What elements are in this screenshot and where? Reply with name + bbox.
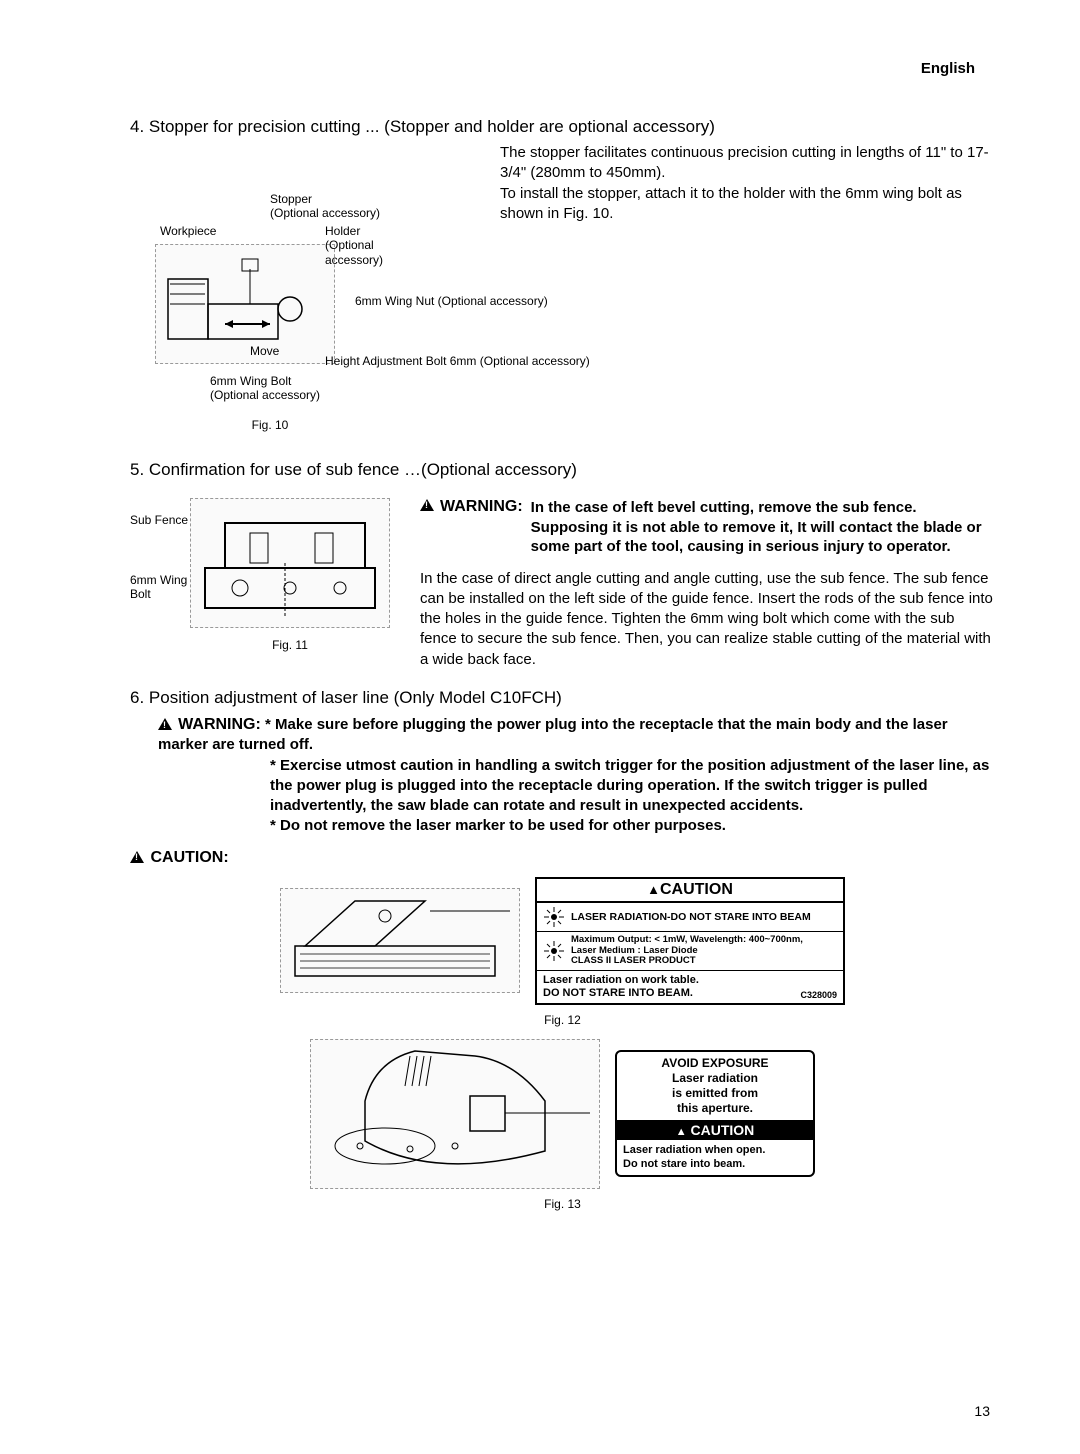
laser-icon xyxy=(543,906,565,928)
fig10-caption: Fig. 10 xyxy=(160,418,380,432)
fig13-illustration xyxy=(310,1039,600,1189)
caution-header-text: CAUTION xyxy=(660,881,733,898)
section-5: 5. Confirmation for use of sub fence …(O… xyxy=(130,460,995,670)
callout-subfence: Sub Fence xyxy=(130,513,188,527)
exposure-mid-text: CAUTION xyxy=(691,1122,755,1138)
warning-label-6: WARNING: xyxy=(178,716,261,733)
fig11-caption: Fig. 11 xyxy=(190,638,390,652)
callout-text: Stopper xyxy=(270,192,312,206)
section5-body: In the case of direct angle cutting and … xyxy=(420,569,995,670)
bullet-1: * Make sure before plugging the power pl… xyxy=(158,716,948,754)
bullet-text: Exercise utmost caution in handling a sw… xyxy=(270,757,989,815)
fig11-illustration xyxy=(190,498,390,628)
callout-wingnut: 6mm Wing Nut (Optional accessory) xyxy=(355,294,548,308)
warning-text: In the case of left bevel cutting, remov… xyxy=(531,498,995,557)
language-header: English xyxy=(130,60,995,77)
callout-text: (Optional accessory) xyxy=(270,206,380,220)
caution-row-3: Laser radiation on work table. DO NOT ST… xyxy=(537,971,843,1002)
callout-heightbolt: Height Adjustment Bolt 6mm (Optional acc… xyxy=(325,354,590,368)
callout-holder: Holder (Optional accessory) xyxy=(325,224,383,267)
exposure-bot: Laser radiation when open. Do not stare … xyxy=(617,1140,813,1176)
section6-heading: 6. Position adjustment of laser line (On… xyxy=(130,688,995,708)
section-4: 4. Stopper for precision cutting ... (St… xyxy=(130,117,995,432)
caution-icon xyxy=(130,851,144,863)
caution-box: ▲CAUTION LASER RADIATION-DO NOT STARE IN… xyxy=(535,877,845,1005)
callout-workpiece: Workpiece xyxy=(160,224,216,238)
section-6: 6. Position adjustment of laser line (On… xyxy=(130,688,995,1211)
section4-heading: 4. Stopper for precision cutting ... (St… xyxy=(130,117,995,137)
page-number: 13 xyxy=(974,1403,990,1419)
bullet-text: Make sure before plugging the power plug… xyxy=(158,716,948,754)
callout-text: (Optional accessory) xyxy=(325,238,383,266)
callout-text: (Optional accessory) xyxy=(210,388,320,402)
callout-wingbolt: 6mm Wing Bolt (Optional accessory) xyxy=(210,374,320,403)
fig12-illustration xyxy=(280,888,520,993)
caution-box-header: ▲CAUTION xyxy=(537,879,843,903)
caution-label: CAUTION: xyxy=(150,849,228,866)
caution-code: C328009 xyxy=(800,990,837,1000)
bullet-2: * Exercise utmost caution in handling a … xyxy=(270,757,989,815)
exposure-mid: ▲ CAUTION xyxy=(617,1120,813,1140)
section5-heading: 5. Confirmation for use of sub fence …(O… xyxy=(130,460,995,480)
caution-row-text: LASER RADIATION-DO NOT STARE INTO BEAM xyxy=(571,911,811,923)
fig12-caption: Fig. 12 xyxy=(130,1013,995,1027)
laser-icon xyxy=(543,940,565,962)
callout-text: 6mm Wing Bolt xyxy=(210,374,291,388)
warning-label: WARNING: xyxy=(440,498,523,516)
fig13-caption: Fig. 13 xyxy=(130,1197,995,1211)
fig10-illustration xyxy=(155,244,335,364)
bullet-text: Do not remove the laser marker to be use… xyxy=(280,817,726,834)
exposure-box: AVOID EXPOSURE Laser radiation is emitte… xyxy=(615,1050,815,1178)
caution-row-text: Laser radiation on work table. DO NOT ST… xyxy=(543,974,699,999)
callout-text: Holder xyxy=(325,224,360,238)
warning-icon xyxy=(420,499,434,511)
bullet-3: * Do not remove the laser marker to be u… xyxy=(270,817,726,834)
warning-icon xyxy=(158,718,172,730)
caution-row-text: Maximum Output: < 1mW, Wavelength: 400~7… xyxy=(571,935,803,968)
caution-row-1: LASER RADIATION-DO NOT STARE INTO BEAM xyxy=(537,903,843,932)
callout-stopper: Stopper (Optional accessory) xyxy=(270,192,380,221)
callout-wingbolt5: 6mm Wing Bolt xyxy=(130,573,187,602)
caution-row-2: Maximum Output: < 1mW, Wavelength: 400~7… xyxy=(537,932,843,972)
callout-move: Move xyxy=(250,344,279,358)
exposure-top: AVOID EXPOSURE Laser radiation is emitte… xyxy=(617,1052,813,1120)
